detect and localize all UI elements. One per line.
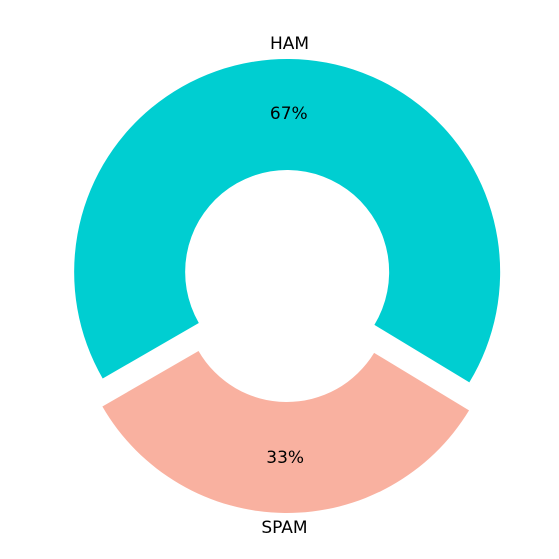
slice-label-spam: SPAM [261,518,307,538]
donut-slices [74,59,500,513]
slice-label-ham: HAM [270,34,309,54]
pct-label-spam: 33% [266,448,304,468]
pct-label-ham: 67% [270,104,308,124]
slice-spam [102,351,469,513]
